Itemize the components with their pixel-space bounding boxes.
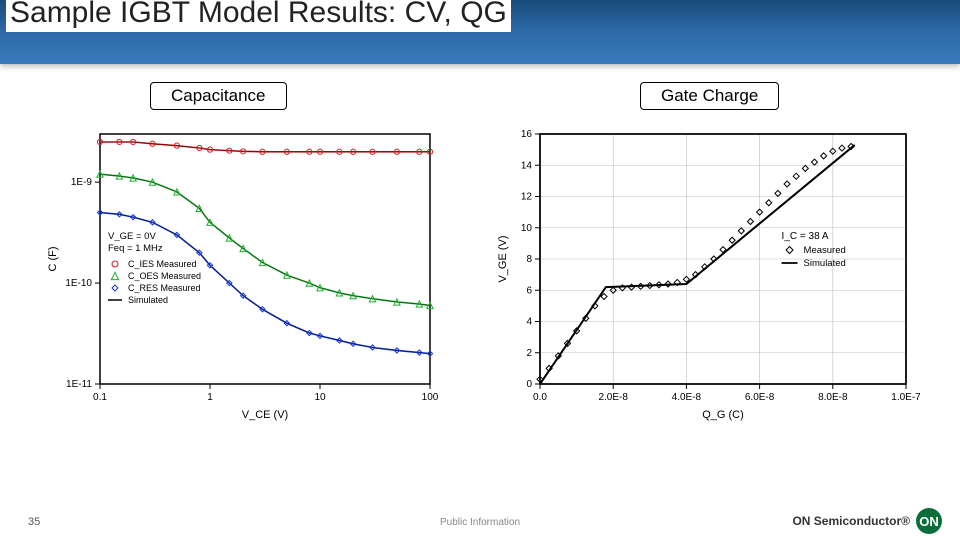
svg-text:I_C = 38 A: I_C = 38 A [782,231,829,242]
svg-text:4: 4 [526,317,532,328]
svg-text:1: 1 [207,392,213,403]
svg-text:C_RES Measured: C_RES Measured [128,283,201,293]
svg-text:1E-9: 1E-9 [71,177,93,188]
svg-text:6.0E-8: 6.0E-8 [745,392,775,403]
svg-text:1E-10: 1E-10 [65,278,92,289]
svg-text:C (F): C (F) [47,246,59,271]
footer-center-text: Public Information [440,517,520,528]
slide-title: Sample IGBT Model Results: CV, QG [6,0,511,32]
svg-text:16: 16 [521,129,533,140]
svg-text:C_IES Measured: C_IES Measured [128,259,197,269]
slide-footer: 35 Public Information ON Semiconductor® … [0,504,960,540]
brand-badge-icon: ON [916,508,942,534]
svg-text:14: 14 [521,160,533,171]
svg-text:100: 100 [422,392,439,403]
svg-text:C_OES Measured: C_OES Measured [128,271,201,281]
svg-text:2.0E-8: 2.0E-8 [598,392,628,403]
svg-text:Feq = 1 MHz: Feq = 1 MHz [108,243,163,254]
svg-text:V_GE (V): V_GE (V) [497,235,509,282]
brand-text: ON Semiconductor® [792,514,910,528]
capacitance-label: Capacitance [150,82,287,110]
slide-content: Capacitance Gate Charge 0.11101001E-111E… [0,64,960,504]
svg-text:4.0E-8: 4.0E-8 [672,392,702,403]
svg-text:10: 10 [521,223,533,234]
capacitance-chart: 0.1 1 10 100 1E-11 1E-10 1E-9 V_CE (V) C (F) V_GE… [40,124,440,429]
page-number: 35 [28,516,40,528]
brand-logo: ON Semiconductor® ON [792,508,942,534]
gate-charge-label: Gate Charge [640,82,779,110]
svg-text:V_CE (V): V_CE (V) [242,409,288,421]
svg-text:1.0E-7: 1.0E-7 [891,392,920,403]
svg-text:1E-11: 1E-11 [66,379,92,390]
svg-text:2: 2 [526,348,532,359]
slide-header: Sample IGBT Model Results: CV, QG [0,0,960,64]
svg-text:0.0: 0.0 [533,392,547,403]
svg-text:0: 0 [526,379,532,390]
svg-text:6: 6 [526,285,532,296]
svg-text:Simulated: Simulated [804,258,846,269]
gate-charge-chart: 0.0 2.0E-8 4.0E-8 6.0E-8 8.0E-8 1.0E-7 0 2 4 6 8 10… [490,124,920,429]
svg-text:8.0E-8: 8.0E-8 [818,392,848,403]
svg-text:12: 12 [521,192,533,203]
svg-text:V_GE = 0V: V_GE = 0V [108,231,156,242]
svg-text:Simulated: Simulated [128,295,168,305]
svg-text:0.1: 0.1 [93,392,107,403]
svg-text:8: 8 [526,254,532,265]
svg-text:Q_G (C): Q_G (C) [702,409,744,421]
svg-text:10: 10 [314,392,326,403]
svg-text:Measured: Measured [804,245,846,256]
